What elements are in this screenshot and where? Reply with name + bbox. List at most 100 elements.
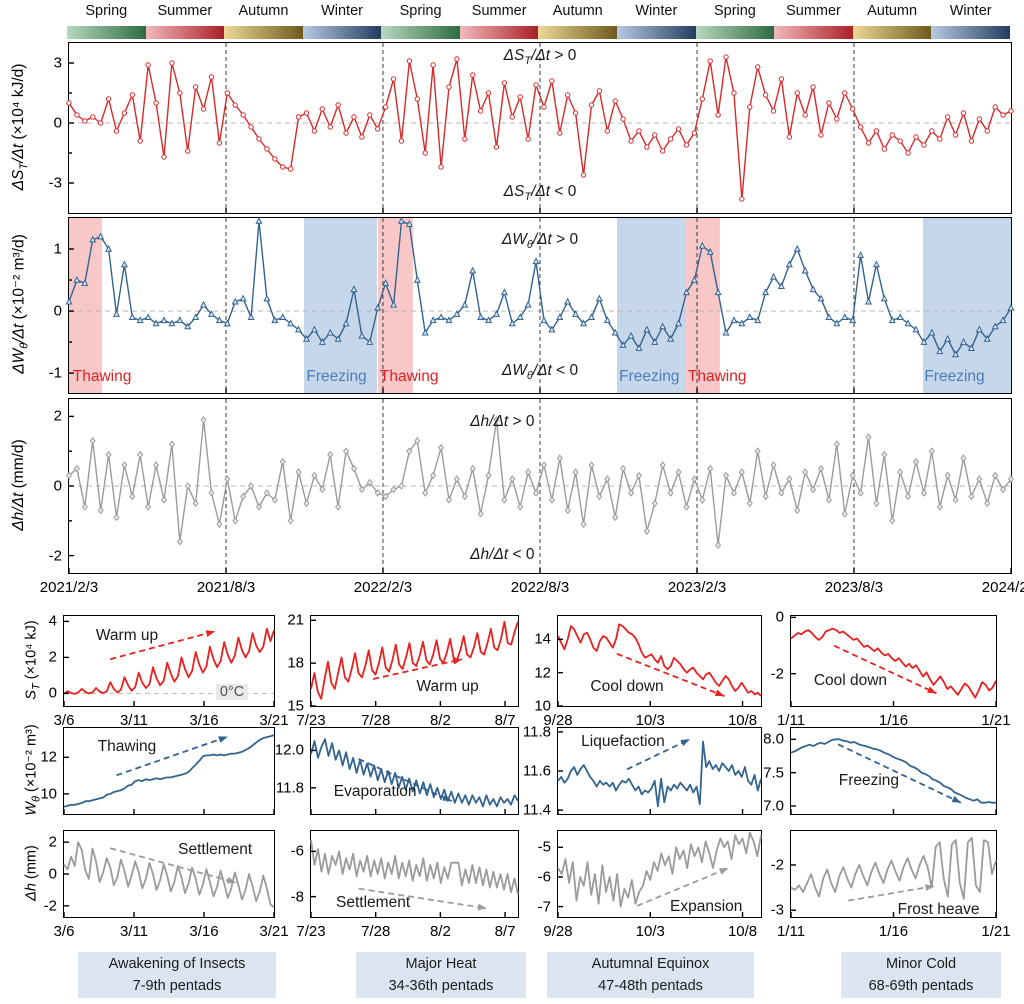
data-point-marker xyxy=(477,510,484,518)
pentad-box-major-heat: Major Heat 34-36th pentads xyxy=(356,952,526,998)
y-axis-title-deformation-rate: Δh/Δt (mm/d) xyxy=(9,439,27,531)
data-point-marker xyxy=(976,116,983,122)
x-tick-label: 3/21 xyxy=(259,923,289,940)
data-point-marker xyxy=(184,322,192,330)
y-tick-label: 4 xyxy=(48,612,57,630)
data-point-marker xyxy=(683,503,690,511)
y-axis-title-soil-water-rate: ΔWθ/Δt (×10⁻² m³/d) xyxy=(10,234,31,374)
data-point-marker xyxy=(311,128,318,134)
data-point-marker xyxy=(825,496,832,504)
data-point-marker xyxy=(129,92,136,98)
data-point-marker xyxy=(517,94,523,100)
season-bar xyxy=(67,26,1010,39)
data-point-marker xyxy=(833,440,840,449)
data-point-marker xyxy=(897,468,904,476)
data-point-marker xyxy=(778,489,785,497)
data-point-marker xyxy=(192,84,199,90)
data-point-marker xyxy=(730,489,737,497)
season-label: Winter xyxy=(635,3,678,19)
data-point-marker xyxy=(920,338,928,345)
data-point-marker xyxy=(89,436,96,445)
y-tick-label: 0 xyxy=(775,608,784,626)
data-point-marker xyxy=(810,485,817,494)
data-point-marker xyxy=(287,166,294,172)
data-point-marker xyxy=(255,503,263,511)
data-point-marker xyxy=(398,138,405,144)
data-point-marker xyxy=(834,116,840,122)
data-point-marker xyxy=(161,154,167,160)
data-point-marker xyxy=(991,322,999,330)
data-point-marker xyxy=(912,457,920,466)
data-point-marker xyxy=(841,313,849,320)
data-point-marker xyxy=(604,475,611,483)
data-point-marker xyxy=(1007,303,1015,311)
trend-arrow xyxy=(205,630,216,637)
data-point-marker xyxy=(343,447,350,456)
data-point-marker xyxy=(295,114,302,120)
c2r3-plot xyxy=(310,839,519,917)
season-label: Autumn xyxy=(238,3,289,19)
data-point-marker xyxy=(501,80,508,86)
warm-up-label: Warm up xyxy=(416,678,479,696)
autumnal-equinox-water-panel: 11.8 11.6 11.4 Liquefaction xyxy=(523,723,762,819)
y-tick-label: 7.5 xyxy=(763,764,784,782)
pentad-box-awakening-of-insects: Awakening of Insects 7-9th pentads xyxy=(78,952,276,998)
data-point-marker xyxy=(145,503,152,511)
data-point-marker xyxy=(920,489,927,497)
data-point-marker xyxy=(216,140,223,146)
data-point-marker xyxy=(287,319,295,327)
data-point-marker xyxy=(707,58,713,64)
data-point-marker xyxy=(343,130,349,136)
data-point-marker xyxy=(477,313,485,320)
data-point-marker xyxy=(493,144,500,150)
data-point-marker xyxy=(929,128,935,134)
x-tick-label: 1/16 xyxy=(878,712,909,729)
data-point-marker xyxy=(588,461,595,469)
data-point-marker xyxy=(730,316,738,324)
data-point-marker xyxy=(849,106,856,112)
trend-arrow xyxy=(442,794,452,802)
data-point-marker xyxy=(97,120,104,126)
y-tick-label: 7.0 xyxy=(763,797,784,815)
data-point-marker xyxy=(414,96,421,102)
minor-cold-deformation-panel: -2 -3 1/11 1/16 1/21 Frost heave xyxy=(771,830,1011,940)
season-gradient-segment xyxy=(931,26,1010,39)
data-point-marker xyxy=(137,450,144,459)
data-point-marker xyxy=(477,108,484,114)
data-point-marker xyxy=(817,294,825,302)
data-point-marker xyxy=(786,134,793,140)
data-point-marker xyxy=(818,132,824,138)
pentad-box-line1: Major Heat xyxy=(405,956,477,972)
season-label: Spring xyxy=(85,3,128,19)
c2r2-plot xyxy=(310,738,519,814)
data-point-marker xyxy=(880,294,888,302)
data-point-marker xyxy=(239,294,247,302)
x-tick-label: 2022/2/3 xyxy=(353,579,413,596)
data-point-marker xyxy=(809,285,817,293)
c4r3-plot xyxy=(790,836,997,917)
x-tick-label: 1/11 xyxy=(776,923,806,940)
data-point-marker xyxy=(802,468,809,476)
data-point-marker xyxy=(905,492,912,501)
data-point-marker xyxy=(533,489,540,497)
data-point-marker xyxy=(405,220,413,227)
data-point-marker xyxy=(462,136,468,142)
data-point-marker xyxy=(596,492,603,501)
x-tick-label: 3/11 xyxy=(119,923,149,940)
data-point-marker xyxy=(928,328,936,336)
data-point-marker xyxy=(97,506,104,515)
season-gradient-segment xyxy=(774,26,853,39)
data-point-marker xyxy=(611,328,619,336)
data-point-marker xyxy=(295,325,303,333)
x-tick-label: 1/16 xyxy=(878,923,909,940)
freezing-label: Freezing xyxy=(619,368,680,386)
data-point-marker xyxy=(446,84,452,90)
data-point-marker xyxy=(888,316,896,324)
season-gradient-segment xyxy=(459,26,539,39)
y-tick-label: -6 xyxy=(537,868,551,886)
data-point-marker xyxy=(255,217,263,224)
data-point-marker xyxy=(319,106,326,112)
data-point-marker xyxy=(968,138,975,144)
data-point-marker xyxy=(445,316,453,324)
y-tick-label: -2 xyxy=(43,897,57,915)
